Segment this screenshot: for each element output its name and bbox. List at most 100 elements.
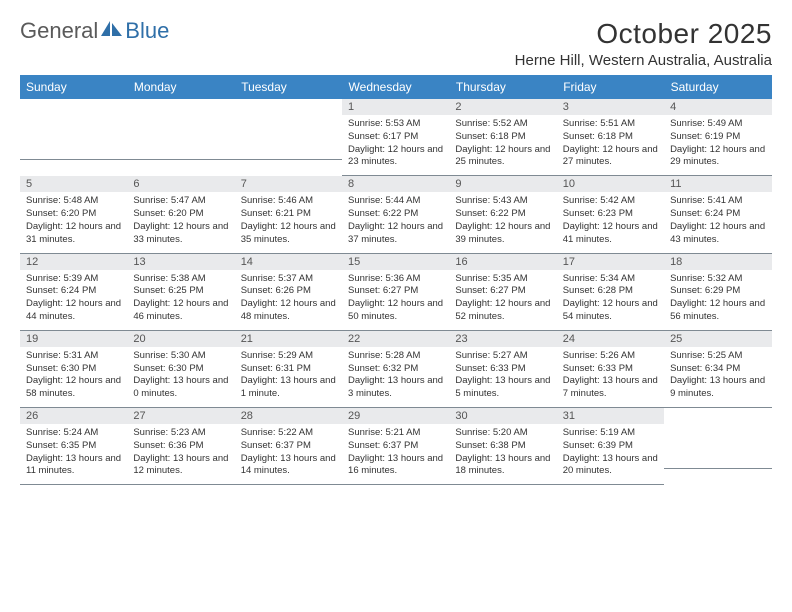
calendar-day-cell: 9Sunrise: 5:43 AMSunset: 6:22 PMDaylight…: [449, 176, 556, 253]
calendar-day-cell: 12Sunrise: 5:39 AMSunset: 6:24 PMDayligh…: [20, 254, 127, 331]
day-info: Sunrise: 5:46 AMSunset: 6:21 PMDaylight:…: [235, 192, 342, 252]
day-info: Sunrise: 5:47 AMSunset: 6:20 PMDaylight:…: [127, 192, 234, 252]
day-number: 28: [235, 408, 342, 424]
calendar-day-cell: 6Sunrise: 5:47 AMSunset: 6:20 PMDaylight…: [127, 176, 234, 253]
calendar-day-cell: 22Sunrise: 5:28 AMSunset: 6:32 PMDayligh…: [342, 331, 449, 408]
day-number: 3: [557, 99, 664, 115]
day-info: [20, 103, 127, 159]
day-info: Sunrise: 5:36 AMSunset: 6:27 PMDaylight:…: [342, 270, 449, 330]
day-number: 5: [20, 176, 127, 192]
calendar-table: Sunday Monday Tuesday Wednesday Thursday…: [20, 75, 772, 485]
weekday-header: Friday: [557, 75, 664, 99]
day-info: Sunrise: 5:44 AMSunset: 6:22 PMDaylight:…: [342, 192, 449, 252]
calendar-week-row: 12Sunrise: 5:39 AMSunset: 6:24 PMDayligh…: [20, 254, 772, 331]
logo-text-general: General: [20, 18, 98, 44]
calendar-day-cell: 29Sunrise: 5:21 AMSunset: 6:37 PMDayligh…: [342, 408, 449, 485]
day-info: Sunrise: 5:52 AMSunset: 6:18 PMDaylight:…: [449, 115, 556, 175]
calendar-day-cell: [20, 99, 127, 176]
day-number: 11: [664, 176, 771, 192]
weekday-header: Tuesday: [235, 75, 342, 99]
day-number: 19: [20, 331, 127, 347]
day-number: 14: [235, 254, 342, 270]
day-info: Sunrise: 5:19 AMSunset: 6:39 PMDaylight:…: [557, 424, 664, 484]
day-info: Sunrise: 5:31 AMSunset: 6:30 PMDaylight:…: [20, 347, 127, 407]
day-number: 2: [449, 99, 556, 115]
day-info: Sunrise: 5:27 AMSunset: 6:33 PMDaylight:…: [449, 347, 556, 407]
day-number: 27: [127, 408, 234, 424]
day-info: Sunrise: 5:21 AMSunset: 6:37 PMDaylight:…: [342, 424, 449, 484]
calendar-day-cell: 19Sunrise: 5:31 AMSunset: 6:30 PMDayligh…: [20, 331, 127, 408]
day-number: 23: [449, 331, 556, 347]
day-info: Sunrise: 5:32 AMSunset: 6:29 PMDaylight:…: [664, 270, 771, 330]
day-number: 22: [342, 331, 449, 347]
calendar-week-row: 5Sunrise: 5:48 AMSunset: 6:20 PMDaylight…: [20, 176, 772, 253]
logo: General Blue: [20, 18, 169, 44]
logo-text-blue: Blue: [125, 18, 169, 44]
calendar-day-cell: 21Sunrise: 5:29 AMSunset: 6:31 PMDayligh…: [235, 331, 342, 408]
weekday-header-row: Sunday Monday Tuesday Wednesday Thursday…: [20, 75, 772, 99]
day-info: [127, 103, 234, 159]
day-number: 15: [342, 254, 449, 270]
day-info: Sunrise: 5:23 AMSunset: 6:36 PMDaylight:…: [127, 424, 234, 484]
day-number: 9: [449, 176, 556, 192]
day-number: 26: [20, 408, 127, 424]
day-info: Sunrise: 5:35 AMSunset: 6:27 PMDaylight:…: [449, 270, 556, 330]
day-info: Sunrise: 5:49 AMSunset: 6:19 PMDaylight:…: [664, 115, 771, 175]
calendar-day-cell: 23Sunrise: 5:27 AMSunset: 6:33 PMDayligh…: [449, 331, 556, 408]
calendar-day-cell: 20Sunrise: 5:30 AMSunset: 6:30 PMDayligh…: [127, 331, 234, 408]
calendar-day-cell: 28Sunrise: 5:22 AMSunset: 6:37 PMDayligh…: [235, 408, 342, 485]
weekday-header: Monday: [127, 75, 234, 99]
day-info: Sunrise: 5:25 AMSunset: 6:34 PMDaylight:…: [664, 347, 771, 407]
calendar-day-cell: 14Sunrise: 5:37 AMSunset: 6:26 PMDayligh…: [235, 254, 342, 331]
calendar-day-cell: 18Sunrise: 5:32 AMSunset: 6:29 PMDayligh…: [664, 254, 771, 331]
calendar-day-cell: 15Sunrise: 5:36 AMSunset: 6:27 PMDayligh…: [342, 254, 449, 331]
weekday-header: Saturday: [664, 75, 771, 99]
day-info: Sunrise: 5:29 AMSunset: 6:31 PMDaylight:…: [235, 347, 342, 407]
calendar-day-cell: 16Sunrise: 5:35 AMSunset: 6:27 PMDayligh…: [449, 254, 556, 331]
day-info: Sunrise: 5:22 AMSunset: 6:37 PMDaylight:…: [235, 424, 342, 484]
calendar-week-row: 19Sunrise: 5:31 AMSunset: 6:30 PMDayligh…: [20, 331, 772, 408]
calendar-day-cell: 24Sunrise: 5:26 AMSunset: 6:33 PMDayligh…: [557, 331, 664, 408]
calendar-day-cell: 13Sunrise: 5:38 AMSunset: 6:25 PMDayligh…: [127, 254, 234, 331]
day-info: Sunrise: 5:20 AMSunset: 6:38 PMDaylight:…: [449, 424, 556, 484]
day-info: Sunrise: 5:43 AMSunset: 6:22 PMDaylight:…: [449, 192, 556, 252]
day-number: 12: [20, 254, 127, 270]
day-number: 8: [342, 176, 449, 192]
calendar-day-cell: 25Sunrise: 5:25 AMSunset: 6:34 PMDayligh…: [664, 331, 771, 408]
day-number: 16: [449, 254, 556, 270]
day-info: Sunrise: 5:53 AMSunset: 6:17 PMDaylight:…: [342, 115, 449, 175]
day-number: 25: [664, 331, 771, 347]
calendar-day-cell: 3Sunrise: 5:51 AMSunset: 6:18 PMDaylight…: [557, 99, 664, 176]
calendar-day-cell: 10Sunrise: 5:42 AMSunset: 6:23 PMDayligh…: [557, 176, 664, 253]
day-number: 29: [342, 408, 449, 424]
location-text: Herne Hill, Western Australia, Australia: [515, 52, 772, 69]
day-number: 13: [127, 254, 234, 270]
day-info: [664, 412, 771, 468]
title-block: October 2025 Herne Hill, Western Austral…: [515, 18, 772, 69]
calendar-day-cell: 5Sunrise: 5:48 AMSunset: 6:20 PMDaylight…: [20, 176, 127, 253]
day-info: Sunrise: 5:24 AMSunset: 6:35 PMDaylight:…: [20, 424, 127, 484]
calendar-day-cell: 31Sunrise: 5:19 AMSunset: 6:39 PMDayligh…: [557, 408, 664, 485]
calendar-week-row: 26Sunrise: 5:24 AMSunset: 6:35 PMDayligh…: [20, 408, 772, 485]
calendar-day-cell: 17Sunrise: 5:34 AMSunset: 6:28 PMDayligh…: [557, 254, 664, 331]
calendar-day-cell: [127, 99, 234, 176]
calendar-day-cell: 8Sunrise: 5:44 AMSunset: 6:22 PMDaylight…: [342, 176, 449, 253]
day-info: Sunrise: 5:38 AMSunset: 6:25 PMDaylight:…: [127, 270, 234, 330]
day-info: Sunrise: 5:39 AMSunset: 6:24 PMDaylight:…: [20, 270, 127, 330]
day-number: 4: [664, 99, 771, 115]
day-info: [235, 103, 342, 159]
day-number: 18: [664, 254, 771, 270]
calendar-day-cell: 2Sunrise: 5:52 AMSunset: 6:18 PMDaylight…: [449, 99, 556, 176]
day-number: 21: [235, 331, 342, 347]
weekday-header: Thursday: [449, 75, 556, 99]
day-info: Sunrise: 5:37 AMSunset: 6:26 PMDaylight:…: [235, 270, 342, 330]
calendar-day-cell: 4Sunrise: 5:49 AMSunset: 6:19 PMDaylight…: [664, 99, 771, 176]
calendar-day-cell: 7Sunrise: 5:46 AMSunset: 6:21 PMDaylight…: [235, 176, 342, 253]
day-info: Sunrise: 5:41 AMSunset: 6:24 PMDaylight:…: [664, 192, 771, 252]
day-info: Sunrise: 5:30 AMSunset: 6:30 PMDaylight:…: [127, 347, 234, 407]
header: General Blue October 2025 Herne Hill, We…: [20, 18, 772, 69]
calendar-week-row: 1Sunrise: 5:53 AMSunset: 6:17 PMDaylight…: [20, 99, 772, 176]
day-number: 1: [342, 99, 449, 115]
day-info: Sunrise: 5:48 AMSunset: 6:20 PMDaylight:…: [20, 192, 127, 252]
calendar-page: General Blue October 2025 Herne Hill, We…: [0, 0, 792, 495]
